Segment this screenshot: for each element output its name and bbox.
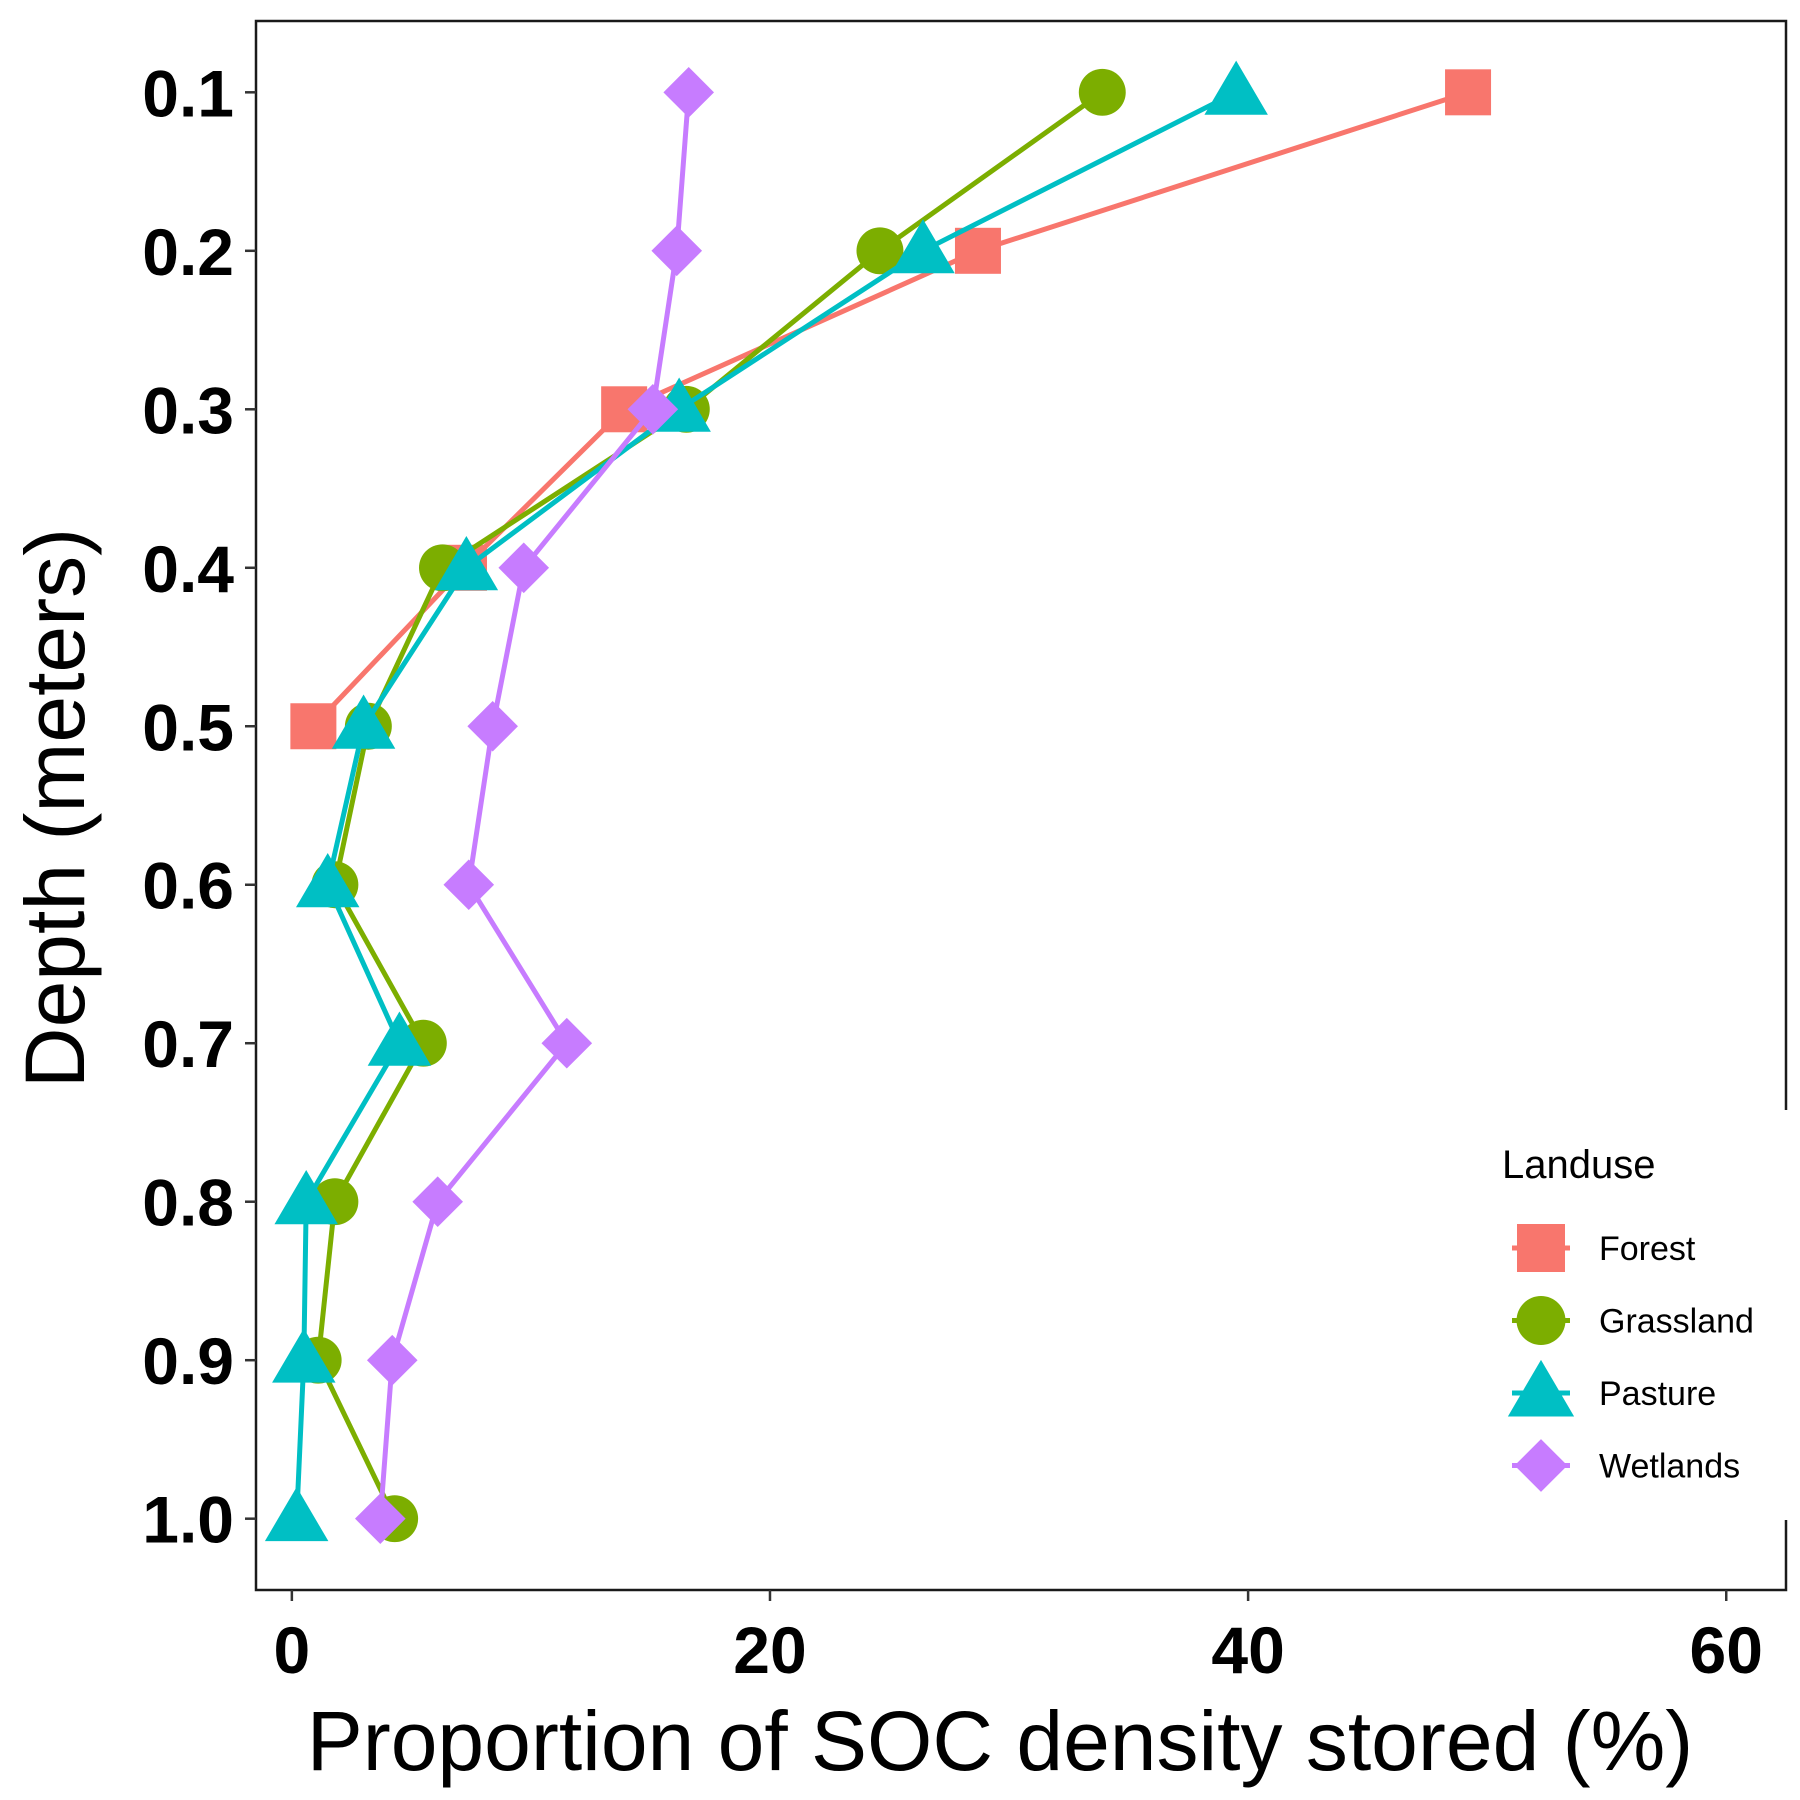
y-tick-label: 0.3 — [142, 373, 234, 447]
legend-key-marker — [1507, 1359, 1575, 1417]
y-tick-label: 0.5 — [142, 690, 234, 764]
legend-title: Landuse — [1502, 1143, 1655, 1187]
data-point — [412, 1176, 463, 1228]
data-point — [856, 227, 904, 275]
data-point — [443, 859, 495, 911]
y-tick-label: 0.2 — [142, 215, 234, 289]
data-point — [264, 1486, 329, 1542]
data-point — [891, 219, 955, 274]
data-point — [954, 227, 1001, 274]
x-axis-title: Proportion of SOC density stored (%) — [307, 1694, 1694, 1788]
legend-key-marker — [1517, 1224, 1565, 1272]
y-tick-label: 1.0 — [142, 1483, 234, 1557]
data-point — [366, 1334, 418, 1386]
series-wetlands — [355, 67, 715, 1544]
x-tick-label: 20 — [733, 1613, 806, 1687]
data-point — [1078, 68, 1126, 116]
legend-label: Wetlands — [1599, 1448, 1740, 1486]
series-line — [310, 89, 1471, 729]
panel-border — [254, 19, 1788, 1592]
legend-item-grassland: Grassland — [1512, 1296, 1754, 1345]
data-point — [1445, 69, 1492, 116]
legend-label: Forest — [1599, 1230, 1696, 1268]
data-point — [355, 1493, 406, 1544]
data-point — [367, 1011, 432, 1066]
data-point — [272, 1328, 336, 1383]
series-forest — [290, 69, 1492, 750]
series-layer — [264, 60, 1492, 1544]
data-point — [1204, 60, 1268, 115]
y-tick-label: 0.4 — [142, 532, 234, 606]
legend-label: Pasture — [1599, 1375, 1716, 1413]
x-tick-label: 60 — [1690, 1613, 1763, 1687]
x-tick-label: 40 — [1211, 1613, 1284, 1687]
data-point — [663, 67, 715, 118]
legend-label: Grassland — [1599, 1303, 1754, 1341]
y-tick-label: 0.1 — [142, 56, 234, 130]
y-tick-label: 0.6 — [142, 849, 234, 923]
legend-key-marker — [1516, 1296, 1566, 1345]
series-pasture — [264, 60, 1268, 1542]
y-tick-label: 0.8 — [142, 1166, 234, 1240]
data-point — [651, 225, 703, 277]
y-tick-label: 0.7 — [142, 1007, 234, 1081]
legend: Landuse Forest Grassland Pasture Wetlands — [1490, 1110, 1800, 1520]
y-tick-label: 0.9 — [142, 1324, 234, 1398]
series-line — [294, 89, 1239, 1522]
series-line — [377, 89, 692, 1522]
legend-item-wetlands: Wetlands — [1512, 1439, 1740, 1492]
data-point — [295, 853, 360, 908]
data-point — [331, 694, 396, 749]
data-point — [541, 1017, 593, 1069]
data-point — [434, 536, 499, 591]
series-line — [315, 89, 1105, 1522]
data-point — [467, 700, 518, 752]
legend-item-pasture: Pasture — [1507, 1359, 1716, 1417]
plot-panel — [254, 19, 1788, 1592]
axes: 0.1 0.2 0.3 0.4 0.5 0.6 0.7 0.8 0.9 1.0 0 20 40 60 — [142, 56, 1763, 1687]
series-grassland — [294, 68, 1126, 1543]
data-point — [290, 703, 337, 750]
data-point — [274, 1169, 338, 1225]
y-axis-title: Depth (meters) — [8, 528, 102, 1088]
legend-item-forest: Forest — [1512, 1224, 1696, 1272]
x-tick-label: 0 — [274, 1613, 311, 1687]
data-point — [627, 383, 679, 435]
legend-key-marker — [1514, 1439, 1568, 1492]
data-point — [498, 542, 550, 594]
